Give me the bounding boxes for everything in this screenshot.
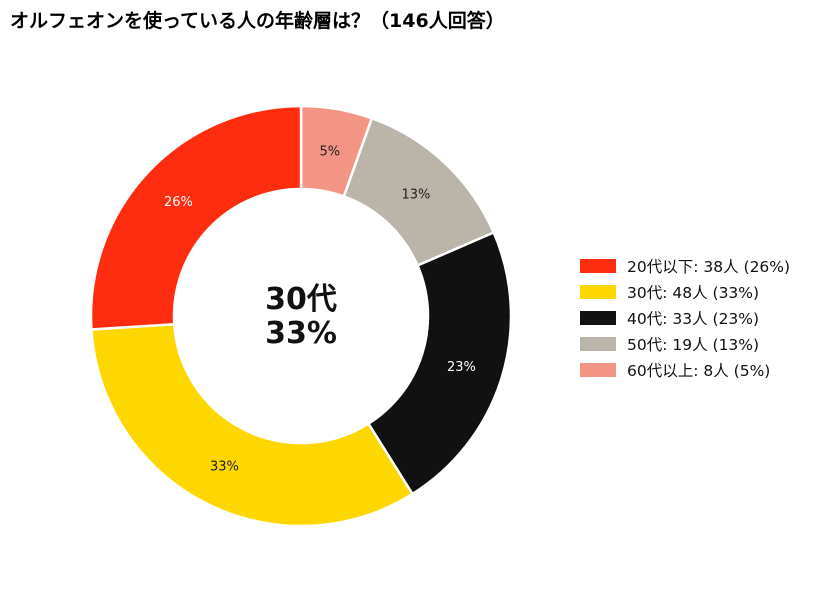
legend-label: 20代以下: 38人 (26%) [627,258,791,276]
legend-item: 30代: 48人 (33%) [580,279,790,305]
legend-label: 40代: 33人 (23%) [627,310,760,328]
legend-swatch [580,311,616,325]
legend-swatch [580,285,616,299]
legend-item: 60代以上: 8人 (5%) [580,357,790,383]
legend-label: 30代: 48人 (33%) [627,284,760,302]
center-label-percent: 33% [265,316,337,351]
slice-label-3: 23% [447,360,476,375]
slice-label-1: 26% [164,195,193,210]
slice-labels: 5% 13% 23% 33% 26% [164,145,476,475]
center-label-age: 30代 [265,282,337,317]
legend-item: 20代以下: 38人 (26%) [580,253,790,279]
legend-swatch [580,259,616,273]
legend-label: 50代: 19人 (13%) [627,336,760,354]
slice-label-5: 5% [319,145,340,160]
legend-swatch [580,363,616,377]
slice-label-4: 13% [401,187,430,202]
legend-swatch [580,337,616,351]
slice-1 [89,104,303,331]
legend-label: 60代以上: 8人 (5%) [627,362,771,380]
slice-label-2: 33% [210,460,239,475]
legend-item: 50代: 19人 (13%) [580,331,790,357]
slice-3 [366,230,513,496]
legend: 20代以下: 38人 (26%) 30代: 48人 (33%) 40代: 33人 (… [580,253,790,383]
slice-2 [90,322,415,528]
donut-slices [89,104,513,528]
chart-title: オルフェオンを使っている人の年齢層は？（146人回答） [10,10,505,32]
legend-item: 40代: 33人 (23%) [580,305,790,331]
